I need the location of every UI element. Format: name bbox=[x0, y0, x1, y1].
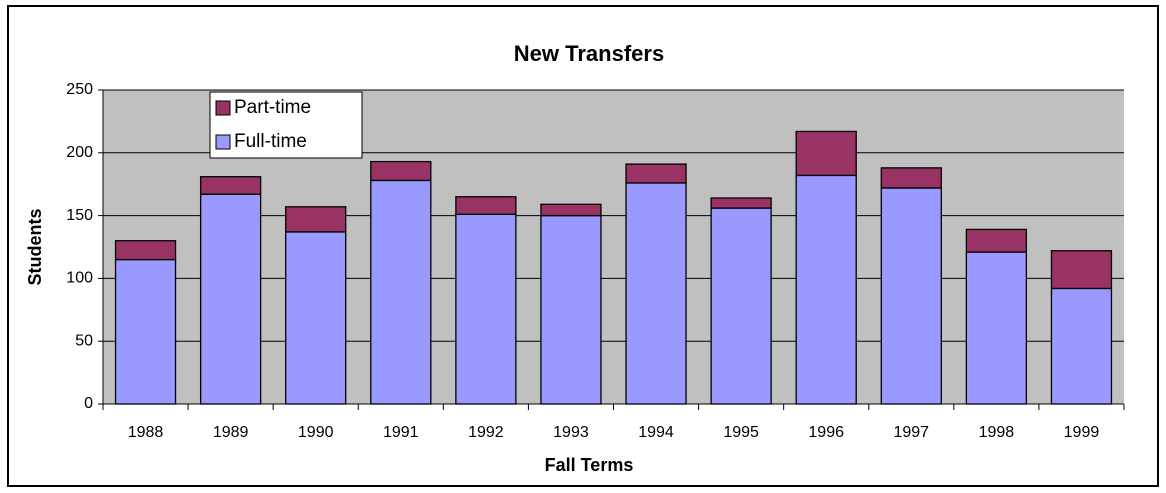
x-tick-label: 1992 bbox=[468, 424, 504, 441]
x-tick-label: 1994 bbox=[638, 424, 674, 441]
x-tick-label: 1997 bbox=[893, 424, 929, 441]
x-axis-title: Fall Terms bbox=[545, 455, 634, 475]
bar-segment bbox=[710, 197, 772, 209]
bar-segment bbox=[965, 251, 1028, 405]
bar-segment bbox=[370, 160, 432, 182]
bar-segment bbox=[285, 206, 347, 233]
bar-segment bbox=[285, 231, 347, 405]
bar-segment bbox=[199, 193, 262, 405]
bar-segment bbox=[965, 228, 1028, 253]
bar-segment bbox=[114, 258, 177, 405]
y-tick-label: 50 bbox=[75, 332, 93, 349]
bar-segment bbox=[795, 174, 857, 405]
bar-segment bbox=[1050, 287, 1113, 405]
x-tick-label: 1990 bbox=[298, 424, 334, 441]
legend-label: Full-time bbox=[234, 131, 307, 152]
bar-segment bbox=[114, 240, 177, 261]
chart-title: New Transfers bbox=[514, 41, 664, 66]
y-tick-label: 200 bbox=[66, 144, 93, 161]
y-tick-label: 0 bbox=[84, 395, 93, 412]
bar-segment bbox=[455, 196, 517, 215]
x-tick-label: 1991 bbox=[383, 424, 419, 441]
bar-segment bbox=[880, 187, 942, 405]
bar-segment bbox=[795, 130, 857, 177]
x-tick-label: 1993 bbox=[553, 424, 589, 441]
legend-swatch bbox=[215, 134, 231, 150]
x-tick-label: 1996 bbox=[808, 424, 844, 441]
bar-segment bbox=[540, 203, 602, 217]
bar-segment bbox=[625, 163, 687, 184]
bar-segment bbox=[710, 207, 772, 405]
y-axis-title: Students bbox=[25, 208, 45, 285]
legend-box bbox=[209, 91, 363, 159]
bar-segment bbox=[1050, 250, 1113, 290]
x-tick-label: 1999 bbox=[1064, 424, 1100, 441]
x-tick-label: 1998 bbox=[979, 424, 1015, 441]
bar-segment bbox=[370, 179, 432, 405]
y-tick-label: 250 bbox=[66, 81, 93, 98]
x-tick-label: 1988 bbox=[128, 424, 164, 441]
x-tick-label: 1995 bbox=[723, 424, 759, 441]
bar-segment bbox=[625, 182, 687, 405]
bar-segment bbox=[199, 176, 262, 195]
x-tick-label: 1989 bbox=[213, 424, 249, 441]
bar-segment bbox=[540, 214, 602, 405]
bar-segment bbox=[880, 167, 942, 189]
legend-label: Part-time bbox=[234, 97, 311, 118]
y-tick-label: 100 bbox=[66, 270, 93, 287]
y-tick-label: 150 bbox=[66, 207, 93, 224]
bar-segment bbox=[455, 213, 517, 405]
legend-swatch bbox=[215, 100, 231, 116]
